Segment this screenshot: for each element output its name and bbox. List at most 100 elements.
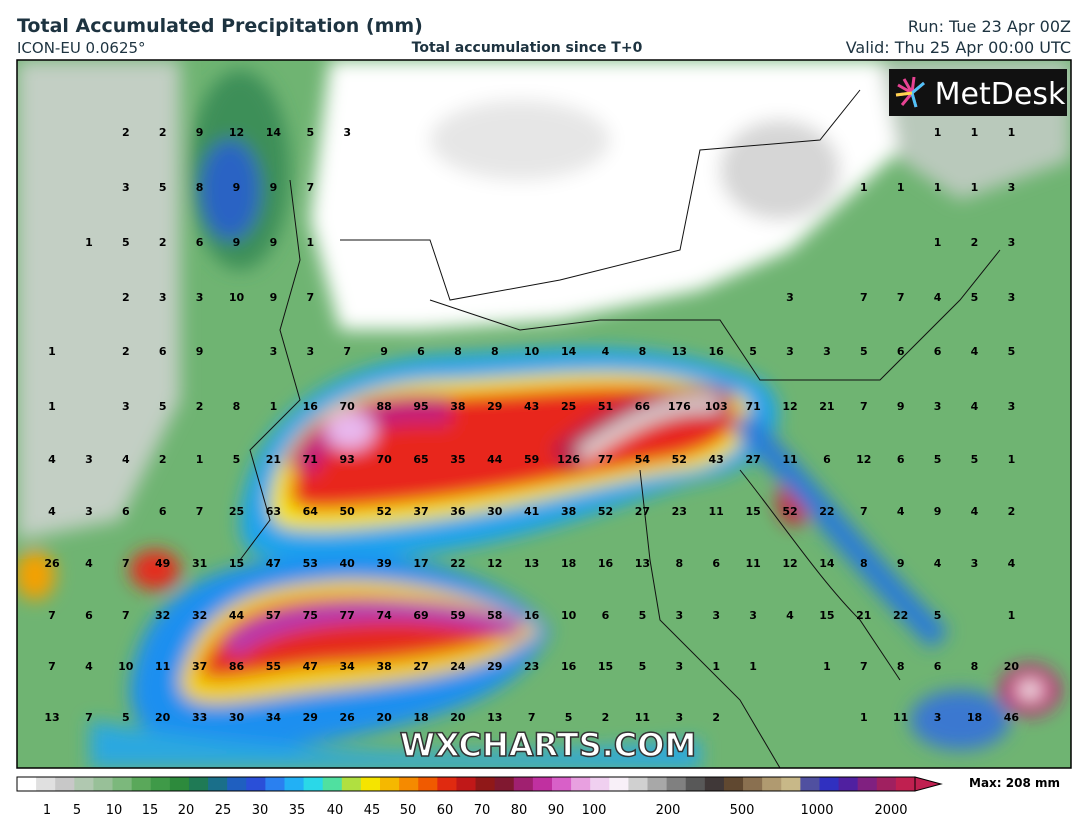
grid-label: 3	[786, 345, 794, 358]
grid-label: 7	[48, 660, 56, 673]
grid-label: 2	[122, 291, 130, 304]
grid-label: 15	[229, 557, 244, 570]
grid-label: 54	[635, 453, 651, 466]
grid-label: 3	[1008, 400, 1016, 413]
colorbar-swatch	[380, 777, 400, 791]
grid-label: 17	[413, 557, 428, 570]
grid-label: 8	[196, 181, 204, 194]
grid-label: 34	[340, 660, 356, 673]
grid-label: 4	[602, 345, 610, 358]
grid-label: 5	[860, 345, 868, 358]
grid-label: 12	[487, 557, 502, 570]
colorbar-tick-label: 500	[730, 803, 755, 818]
max-label: Max: 208 mm	[969, 776, 1060, 790]
grid-label: 1	[196, 453, 204, 466]
grid-label: 9	[196, 126, 204, 139]
grid-label: 29	[487, 400, 502, 413]
grid-label: 4	[85, 557, 93, 570]
grid-label: 7	[122, 557, 130, 570]
grid-label: 6	[159, 505, 167, 518]
colorbar-swatch	[895, 777, 916, 791]
colorbar-tick-label: 90	[548, 803, 565, 818]
colorbar-tick-label: 80	[511, 803, 528, 818]
grid-label: 13	[524, 557, 539, 570]
colorbar-tick-label: 15	[142, 803, 159, 818]
grid-label: 5	[971, 291, 979, 304]
grid-label: 22	[893, 609, 908, 622]
colorbar: 1 5 10 15 20 25 30 35 40 45 50 60 70 80 90 100 200 500 100…	[16, 776, 943, 818]
grid-label: 7	[306, 181, 314, 194]
grid-label: 9	[270, 181, 278, 194]
grid-label: 8	[675, 557, 683, 570]
grid-label: 3	[159, 291, 167, 304]
grid-label: 31	[192, 557, 207, 570]
colorbar-tick-label: 70	[474, 803, 491, 818]
colorbar-swatch	[418, 777, 438, 791]
grid-label: 30	[229, 711, 245, 724]
grid-label: 10	[118, 660, 134, 673]
grid-label: 21	[856, 609, 871, 622]
grid-label: 43	[709, 453, 724, 466]
grid-label: 1	[1008, 126, 1016, 139]
grid-label: 5	[639, 609, 647, 622]
grid-label: 1	[48, 345, 56, 358]
grid-label: 6	[934, 345, 942, 358]
grid-label: 7	[860, 660, 868, 673]
grid-label: 74	[376, 609, 392, 622]
grid-label: 50	[340, 505, 356, 518]
colorbar-swatch	[456, 777, 477, 791]
colorbar-swatch	[762, 777, 782, 791]
grid-label: 38	[450, 400, 465, 413]
grid-label: 1	[48, 400, 56, 413]
grid-label: 2	[159, 126, 167, 139]
grid-label: 15	[745, 505, 760, 518]
grid-label: 3	[85, 505, 93, 518]
grid-label: 1	[270, 400, 278, 413]
grid-label: 1	[85, 236, 93, 249]
grid-label: 70	[340, 400, 356, 413]
colorbar-swatch	[131, 777, 152, 791]
grid-label: 64	[303, 505, 319, 518]
grid-label: 16	[303, 400, 319, 413]
grid-label: 8	[233, 400, 241, 413]
grid-label: 38	[376, 660, 391, 673]
grid-label: 3	[85, 453, 93, 466]
grid-label: 5	[1008, 345, 1016, 358]
grid-label: 20	[1004, 660, 1020, 673]
grid-label: 5	[233, 453, 241, 466]
grid-label: 3	[306, 345, 314, 358]
grid-label: 9	[380, 345, 388, 358]
grid-label: 59	[524, 453, 539, 466]
grid-label: 65	[413, 453, 428, 466]
grid-label: 1	[1008, 609, 1016, 622]
grid-label: 12	[782, 400, 797, 413]
grid-label: 37	[413, 505, 428, 518]
grid-label: 8	[971, 660, 979, 673]
grid-label: 77	[340, 609, 355, 622]
colorbar-tick-label: 5	[73, 803, 81, 818]
grid-label: 10	[561, 609, 577, 622]
grid-label: 1	[823, 660, 831, 673]
grid-label: 1	[1008, 453, 1016, 466]
grid-label: 12	[229, 126, 244, 139]
grid-label: 4	[897, 505, 905, 518]
grid-label: 71	[303, 453, 318, 466]
grid-label: 9	[897, 557, 905, 570]
grid-label: 77	[598, 453, 613, 466]
grid-label: 27	[413, 660, 428, 673]
grid-label: 13	[672, 345, 687, 358]
subtitle: Total accumulation since T+0	[412, 40, 643, 56]
grid-label: 9	[233, 181, 241, 194]
colorbar-swatch	[55, 777, 75, 791]
colorbar-swatch	[704, 777, 725, 791]
colorbar-tick-label: 60	[437, 803, 454, 818]
grid-label: 5	[122, 236, 130, 249]
colorbar-swatch	[227, 777, 247, 791]
map: MetDesk WXCHARTS.COM 2 2 9 12 14 5 3 1 1 13 5 8 9 9 7 1…	[17, 60, 1071, 768]
grid-label: 47	[303, 660, 318, 673]
grid-label: 6	[159, 345, 167, 358]
grid-label: 23	[524, 660, 539, 673]
grid-label: 5	[971, 453, 979, 466]
grid-label: 29	[303, 711, 318, 724]
grid-label: 7	[860, 400, 868, 413]
